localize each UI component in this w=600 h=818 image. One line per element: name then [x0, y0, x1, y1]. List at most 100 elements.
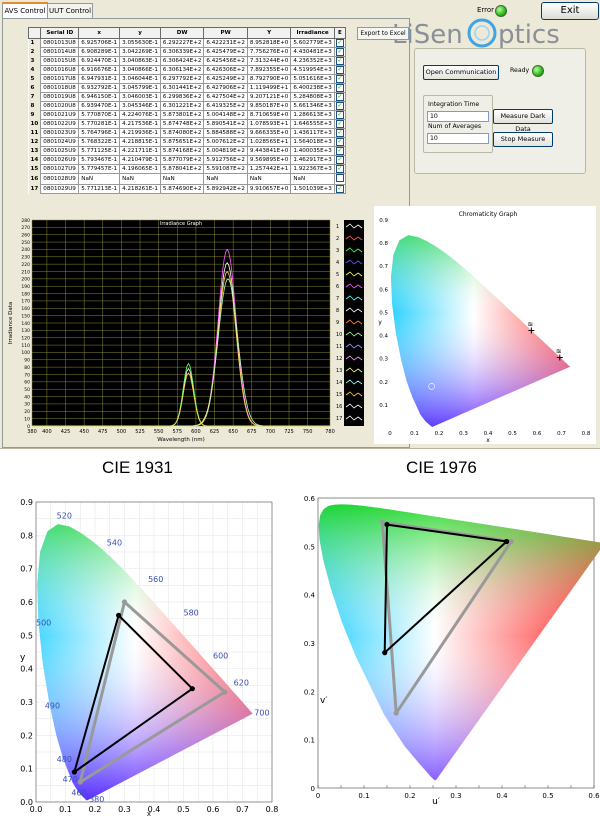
x-tick-label: 500 [117, 429, 127, 435]
checkbox-box[interactable]: ✓ [335, 147, 344, 155]
y-tick-label: 250 [21, 240, 30, 246]
table-row[interactable]: 12 0801024U9 5.768322E-1 4.218815E-1 5.87565… [28, 137, 346, 147]
enable-checkbox[interactable]: ✓ [333, 83, 346, 93]
graph-title: Irradiance Graph [160, 221, 202, 227]
cell-value: 6.925706E-1 [78, 38, 121, 48]
cell-serial-id: 0801028U9 [40, 173, 80, 185]
table-row[interactable]: 14 0801026U9 5.793467E-1 4.210479E-1 5.87707… [28, 155, 346, 165]
cell-value: 6.916676E-1 [78, 65, 121, 75]
checkbox-box[interactable]: ✓ [335, 39, 344, 47]
checkbox-box[interactable]: ✓ [335, 84, 344, 92]
exit-button[interactable]: Exit [541, 2, 599, 20]
stop-measure-button[interactable]: Stop Measure [493, 132, 553, 147]
x-tick-label: 725 [284, 429, 294, 435]
checkbox-box[interactable]: ✓ [335, 120, 344, 128]
enable-checkbox[interactable] [333, 173, 346, 185]
cell-serial-id: 0801022U9 [40, 119, 80, 129]
cell-value: 5.873801E+2 [159, 110, 205, 120]
table-row[interactable]: 1 0801013U8 6.925706E-1 3.055630E-1 6.292227… [28, 38, 346, 48]
table-row[interactable]: 8 0801020U8 6.939470E-1 3.045346E-1 6.301221… [28, 101, 346, 111]
cell-value: 6.426306E+2 [203, 65, 248, 75]
y-axis-label: y [20, 653, 26, 663]
enable-checkbox[interactable]: ✓ [333, 146, 346, 156]
table-row[interactable]: 17 0801029U9 5.771213E-1 4.218261E-1 5.87469… [28, 184, 346, 194]
y-tick-label: 160 [21, 306, 30, 312]
measure-dark-data-button[interactable]: Measure Dark Data [493, 109, 553, 133]
checkbox-box[interactable]: ✓ [335, 185, 344, 193]
open-communication-button[interactable]: Open Communication [423, 65, 499, 80]
gamut-triangle-black-vertex [71, 769, 77, 775]
x-tick-label: 0 [316, 792, 320, 800]
enable-checkbox[interactable]: ✓ [333, 164, 346, 174]
enable-checkbox[interactable]: ✓ [333, 128, 346, 138]
y-tick-label: 40 [24, 394, 30, 400]
checkbox-box[interactable]: ✓ [335, 66, 344, 74]
enable-checkbox[interactable]: ✓ [333, 137, 346, 147]
checkbox-box[interactable]: ✓ [335, 129, 344, 137]
gamut-triangle-black-vertex [504, 538, 510, 545]
enable-checkbox[interactable]: ✓ [333, 47, 346, 57]
y-tick-label: 130 [21, 328, 30, 334]
enable-checkbox[interactable]: ✓ [333, 38, 346, 48]
cell-serial-id: 0801014U8 [40, 47, 80, 57]
table-row[interactable]: 15 0801027U9 5.779457E-1 4.196065E-1 5.87804… [28, 164, 346, 174]
enable-checkbox[interactable]: ✓ [333, 155, 346, 165]
legend-box [344, 220, 364, 426]
checkbox-box[interactable]: ✓ [335, 93, 344, 101]
cell-serial-id: 0801013U8 [40, 38, 80, 48]
enable-checkbox[interactable]: ✓ [333, 92, 346, 102]
checkbox-box[interactable]: ✓ [335, 165, 344, 173]
num-averages-input[interactable]: 10 [427, 133, 489, 144]
table-row[interactable]: 4 0801016U8 6.916676E-1 3.040866E-1 6.306134… [28, 65, 346, 75]
table-row[interactable]: 5 0801017U8 6.947931E-1 3.046044E-1 6.297792… [28, 74, 346, 84]
cell-value: 5.875651E+2 [159, 137, 205, 147]
checkbox-box[interactable]: ✓ [335, 57, 344, 65]
enable-checkbox[interactable]: ✓ [333, 119, 346, 129]
integration-time-input[interactable]: 10 [427, 111, 489, 122]
x-tick-label: 0.1 [410, 431, 419, 437]
checkbox-box[interactable]: ✓ [335, 75, 344, 83]
x-tick-label: 0.1 [358, 792, 369, 800]
table-row[interactable]: 3 0801015U8 6.924470E-1 3.040863E-1 6.306424… [28, 56, 346, 66]
cell-value: 9.666335E+0 [246, 128, 292, 138]
enable-checkbox[interactable]: ✓ [333, 74, 346, 84]
enable-checkbox[interactable]: ✓ [333, 65, 346, 75]
cell-value: 6.299836E+2 [159, 92, 205, 102]
cie1976-diagram: 0 0.1 0.2 0.3 0.4 0.5 0.6 0 0.1 0.2 0.3 0.4 0.5 0.6 u′… [304, 495, 600, 807]
table-row[interactable]: 16 0801028U9 NaN NaN NaN NaN NaN NaN [28, 173, 346, 185]
legend-entry-label: 5 [336, 272, 339, 278]
gamut-triangle-black [383, 523, 508, 654]
table-row[interactable]: 2 0801014U8 6.908289E-1 3.042269E-1 6.306339… [28, 47, 346, 57]
wavelength-label: 540 [107, 538, 122, 547]
y-tick-label: 0.4 [20, 665, 33, 674]
x-tick-label: 0.3 [450, 792, 461, 800]
checkbox-box[interactable]: ✓ [335, 111, 344, 119]
checkbox-box[interactable]: ✓ [335, 102, 344, 110]
row-number: 1 [28, 38, 41, 48]
table-row[interactable]: 13 0801025U9 5.771125E-1 4.221711E-1 5.87416… [28, 146, 346, 156]
tab-uut-control[interactable]: UUT Control [47, 3, 93, 19]
table-row[interactable]: 7 0801019U8 6.946150E-1 3.046003E-1 6.299836… [28, 92, 346, 102]
cell-value: 8.710659E+0 [246, 110, 292, 120]
table-row[interactable]: 11 0801023U9 5.764796E-1 4.219936E-1 5.87408… [28, 128, 346, 138]
enable-checkbox[interactable]: ✓ [333, 56, 346, 66]
x-tick-label: 450 [79, 429, 89, 435]
y-axis-label: Irradiance Data [8, 302, 14, 345]
checkbox-box[interactable] [335, 174, 344, 182]
export-to-excel-button[interactable]: Export to Excel [357, 27, 409, 40]
checkbox-box[interactable]: ✓ [335, 138, 344, 146]
enable-checkbox[interactable]: ✓ [333, 101, 346, 111]
table-row[interactable]: 9 0801021U9 5.770870E-1 4.224076E-1 5.873801… [28, 110, 346, 120]
table-row[interactable]: 6 0801018U8 6.932792E-1 3.045799E-1 6.301441… [28, 83, 346, 93]
legend-entry-label: 15 [336, 392, 342, 398]
checkbox-box[interactable]: ✓ [335, 48, 344, 56]
enable-checkbox[interactable]: ✓ [333, 110, 346, 120]
enable-checkbox[interactable]: ✓ [333, 184, 346, 194]
table-row[interactable]: 10 0801022U9 5.770281E-1 4.217536E-1 5.87474… [28, 119, 346, 129]
cell-value: 3.046044E-1 [119, 74, 161, 84]
x-tick-label: 525 [135, 429, 145, 435]
x-tick-label: 650 [228, 429, 238, 435]
checkbox-box[interactable]: ✓ [335, 156, 344, 164]
avs-application-window: AVS Control UUT Control Error Exit LiSen… [0, 0, 600, 449]
legend-entry-label: 10 [336, 332, 342, 338]
